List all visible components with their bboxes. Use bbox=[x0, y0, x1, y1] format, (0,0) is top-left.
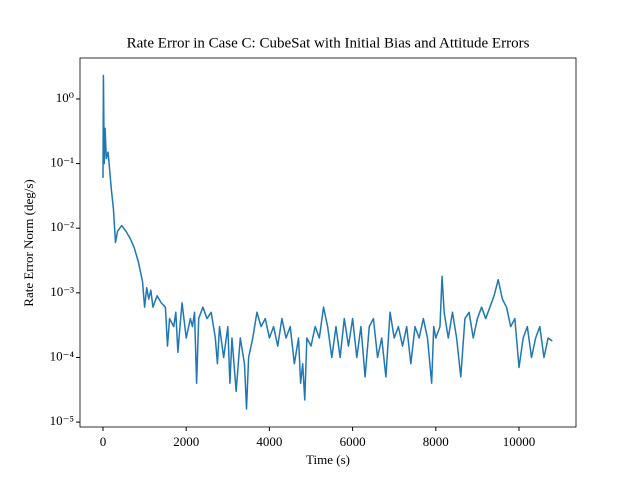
y-tick-label: 10⁻³ bbox=[50, 284, 74, 299]
data-line bbox=[102, 74, 553, 410]
x-tick-label: 0 bbox=[100, 434, 107, 449]
y-tick-label: 10⁻² bbox=[50, 219, 74, 234]
y-tick-label: 10⁰ bbox=[56, 90, 74, 105]
y-tick-label: 10⁻¹ bbox=[50, 155, 74, 170]
y-tick-label: 10⁻⁵ bbox=[50, 413, 74, 428]
y-tick-label: 10⁻⁴ bbox=[50, 348, 75, 363]
x-tick-label: 8000 bbox=[423, 434, 449, 449]
x-tick-label: 4000 bbox=[256, 434, 282, 449]
x-axis-label: Time (s) bbox=[306, 452, 350, 467]
x-tick-label: 10000 bbox=[503, 434, 536, 449]
y-axis-label: Rate Error Norm (deg/s) bbox=[21, 179, 36, 306]
chart-title: Rate Error in Case C: CubeSat with Initi… bbox=[127, 35, 530, 51]
plot-frame bbox=[79, 57, 577, 428]
x-tick-label: 6000 bbox=[340, 434, 366, 449]
x-tick-label: 2000 bbox=[173, 434, 199, 449]
